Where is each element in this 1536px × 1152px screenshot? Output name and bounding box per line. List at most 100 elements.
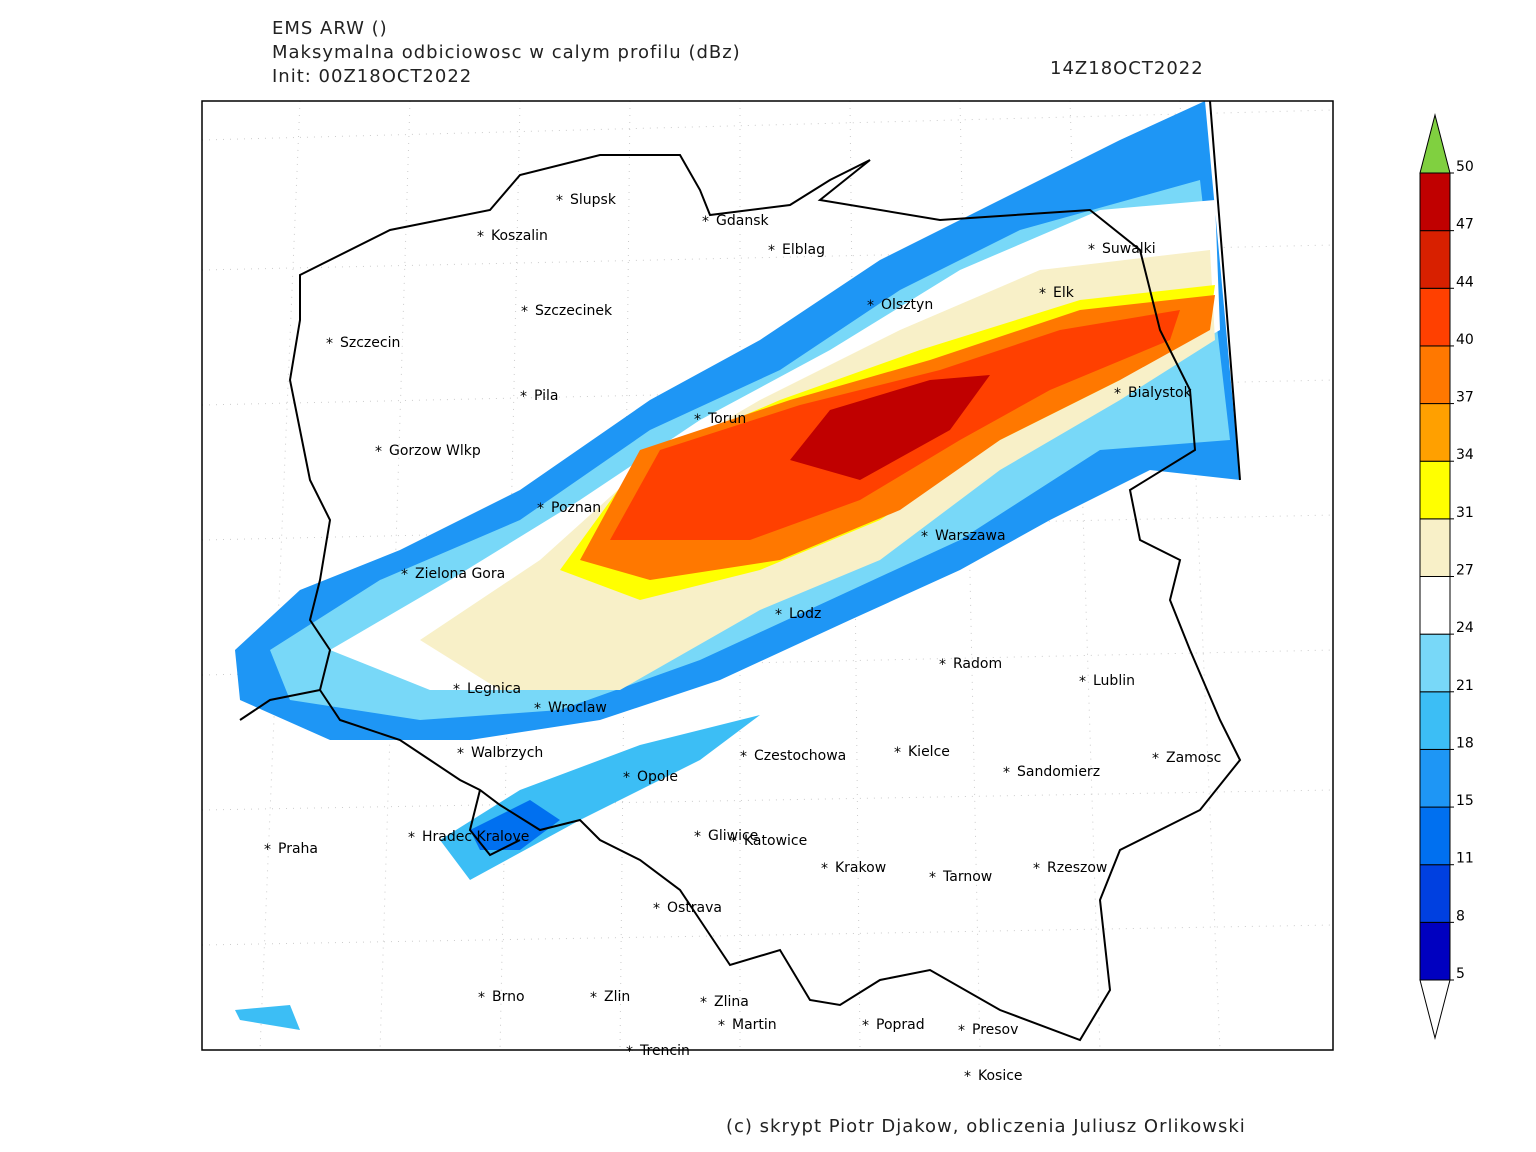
colorbar-label: 24 [1456, 620, 1474, 636]
city-marker: * [556, 193, 563, 209]
city-label: Trencin [639, 1043, 690, 1059]
city-label: Slupsk [570, 192, 617, 208]
city-marker: * [457, 746, 464, 762]
city-label: Torun [707, 411, 746, 427]
city-label: Martin [732, 1017, 777, 1033]
city-marker: * [326, 336, 333, 352]
reflectivity [235, 101, 1240, 1030]
city-marker: * [1114, 386, 1121, 402]
city-label: Poznan [551, 500, 601, 516]
colorbar-label: 44 [1456, 274, 1474, 290]
model-name: EMS ARW () [272, 18, 388, 39]
footer: (c) skrypt Piotr Djakow, obliczenia Juli… [726, 1116, 1246, 1137]
map-frame [201, 100, 1334, 1051]
city-label: Katowice [744, 833, 807, 849]
city-marker: * [408, 830, 415, 846]
city-marker: * [768, 243, 775, 259]
colorbar-label: 5 [1456, 966, 1465, 982]
city-label: Legnica [467, 681, 521, 697]
map [201, 100, 1334, 1051]
colorbar-segment [1419, 287, 1451, 347]
colorbar-label: 27 [1456, 563, 1474, 579]
colorbar-segment [1419, 172, 1451, 232]
city-label: Pila [534, 388, 559, 404]
colorbar-segment [1419, 403, 1451, 462]
city-label: Presov [972, 1022, 1018, 1038]
city-label: Kielce [908, 744, 950, 760]
colorbar-label: 18 [1456, 735, 1474, 751]
city-marker: * [929, 870, 936, 886]
city-marker: * [694, 412, 701, 428]
city-label: Brno [492, 989, 525, 1005]
colorbar-label: 31 [1456, 505, 1474, 521]
city-label: Gdansk [716, 213, 769, 229]
city-marker: * [590, 990, 597, 1006]
city-label: Tarnow [942, 869, 992, 885]
city-marker: * [1039, 286, 1046, 302]
city-label: Lodz [789, 606, 821, 622]
city-marker: * [1088, 242, 1095, 258]
city-label: Warszawa [935, 528, 1006, 544]
city-marker: * [939, 657, 946, 673]
city-label: Elblag [782, 242, 825, 258]
city-marker: * [264, 842, 271, 858]
colorbar-segment [1419, 864, 1451, 923]
colorbar-label: 11 [1456, 851, 1474, 867]
city-label: Praha [278, 841, 318, 857]
colorbar-label: 50 [1456, 159, 1474, 175]
city-marker: * [921, 529, 928, 545]
city-marker: * [867, 298, 874, 314]
city-label: Sandomierz [1017, 764, 1100, 780]
colorbar: 5 8 11 15 18 21 24 27 31 34 37 40 44 47 50 [1419, 113, 1474, 1040]
city-marker: * [862, 1018, 869, 1034]
colorbar-label: 15 [1456, 793, 1474, 809]
colorbar-label: 34 [1456, 447, 1474, 463]
colorbar-segment [1419, 691, 1451, 750]
city-label: Krakow [835, 860, 886, 876]
city-label: Rzeszow [1047, 860, 1107, 876]
city-marker: * [478, 990, 485, 1006]
colorbar-under [1419, 979, 1451, 1040]
city-marker: * [1079, 674, 1086, 690]
city-marker: * [520, 389, 527, 405]
city-label: Zamosc [1166, 750, 1221, 766]
colorbar-segment [1419, 230, 1451, 289]
city-marker: * [534, 701, 541, 717]
city-marker: * [453, 682, 460, 698]
city-marker: * [401, 567, 408, 583]
city-label: Czestochowa [754, 748, 846, 764]
city-label: Zlina [714, 994, 749, 1010]
city-marker: * [730, 834, 737, 850]
city-label: Szczecin [340, 335, 400, 351]
colorbar-segment [1419, 518, 1451, 577]
city-label: Olsztyn [881, 297, 933, 313]
city-label: Radom [953, 656, 1002, 672]
city-label: Elk [1053, 285, 1075, 301]
field-title: Maksymalna odbiciowosc w calym profilu (… [272, 42, 741, 63]
city-marker: * [1152, 751, 1159, 767]
city-marker: * [375, 444, 382, 460]
colorbar-label: 40 [1456, 332, 1474, 348]
city-marker: * [702, 214, 709, 230]
city-label: Opole [637, 769, 678, 785]
colorbar-label: 21 [1456, 678, 1474, 694]
city-label: Gorzow Wlkp [389, 443, 481, 459]
city-marker: * [700, 995, 707, 1011]
city-label: Lublin [1093, 673, 1135, 689]
city-marker: * [653, 901, 660, 917]
city-label: Szczecinek [535, 303, 613, 319]
colorbar-over [1419, 113, 1451, 174]
city-marker: * [718, 1018, 725, 1034]
city-marker: * [894, 745, 901, 761]
city-label: Kosice [978, 1068, 1023, 1084]
init-time: Init: 00Z18OCT2022 [272, 66, 472, 87]
colorbar-segment [1419, 748, 1451, 808]
city-label: Zlin [604, 989, 630, 1005]
city-marker: * [626, 1044, 633, 1060]
city-marker: * [958, 1023, 965, 1039]
colorbar-segment [1419, 576, 1451, 635]
colorbar-label: 47 [1456, 217, 1474, 233]
city-label: Suwalki [1102, 241, 1156, 257]
city-label: Walbrzych [471, 745, 543, 761]
colorbar-segment [1419, 921, 1451, 981]
